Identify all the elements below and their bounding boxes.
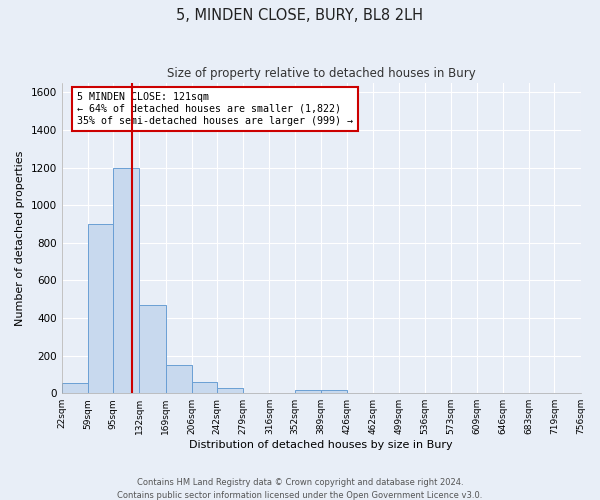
Bar — [62, 383, 88, 393]
Text: Contains HM Land Registry data © Crown copyright and database right 2024.
Contai: Contains HM Land Registry data © Crown c… — [118, 478, 482, 500]
Title: Size of property relative to detached houses in Bury: Size of property relative to detached ho… — [167, 68, 475, 80]
Bar — [139, 305, 166, 393]
X-axis label: Distribution of detached houses by size in Bury: Distribution of detached houses by size … — [189, 440, 453, 450]
Bar — [321, 390, 347, 393]
Bar — [217, 388, 244, 393]
Bar — [88, 224, 113, 393]
Text: 5, MINDEN CLOSE, BURY, BL8 2LH: 5, MINDEN CLOSE, BURY, BL8 2LH — [176, 8, 424, 22]
Bar — [295, 390, 321, 393]
Bar — [192, 382, 217, 393]
Bar — [113, 168, 139, 393]
Text: 5 MINDEN CLOSE: 121sqm
← 64% of detached houses are smaller (1,822)
35% of semi-: 5 MINDEN CLOSE: 121sqm ← 64% of detached… — [77, 92, 353, 126]
Y-axis label: Number of detached properties: Number of detached properties — [15, 150, 25, 326]
Bar — [166, 365, 192, 393]
